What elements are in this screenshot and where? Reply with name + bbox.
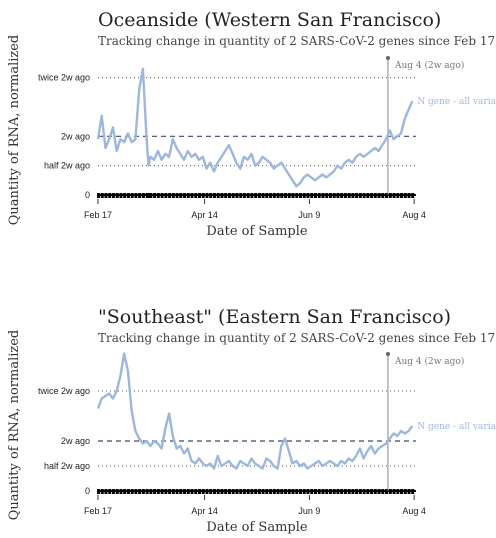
x-tick-label: Aug 4: [402, 210, 426, 220]
y-tick-label: half 2w ago: [44, 161, 90, 171]
x-axis-label: Date of Sample: [206, 520, 307, 535]
y-tick-label: twice 2w ago: [38, 73, 90, 83]
y-tick-label: twice 2w ago: [38, 386, 90, 396]
series-label: N gene - all variants: [417, 422, 496, 432]
x-axis-label: Date of Sample: [206, 224, 307, 239]
plot-area: 0 half 2w ago 2w ago twice 2w ago Feb 17 Apr …: [38, 56, 496, 220]
y-tick-label: half 2w ago: [44, 461, 90, 471]
series-line: [96, 352, 414, 470]
series-line: [96, 67, 414, 188]
chart-subtitle: Tracking change in quantity of 2 SARS-Co…: [98, 34, 495, 48]
chart-title: "Southeast" (Eastern San Francisco): [98, 306, 451, 328]
plot-area: 0 half 2w ago 2w ago twice 2w ago Feb 17 Apr …: [38, 352, 496, 516]
y-axis-label: Quantity of RNA, normalized: [7, 35, 22, 226]
x-tick-label: Feb 17: [84, 210, 112, 220]
reference-date-annotation: Aug 4 (2w ago): [394, 356, 464, 367]
reference-date-marker: [385, 56, 390, 60]
reference-date-annotation: Aug 4 (2w ago): [394, 60, 464, 71]
y-axis-label: Quantity of RNA, normalized: [7, 330, 22, 521]
y-tick-label: 2w ago: [61, 436, 90, 446]
x-tick-label: Jun 9: [298, 506, 320, 516]
x-tick-label: Apr 14: [191, 210, 218, 220]
x-tick-label: Apr 14: [191, 506, 218, 516]
chart-title: Oceanside (Western San Francisco): [98, 9, 441, 31]
x-tick-label: Jun 9: [298, 210, 320, 220]
y-tick-label: 0: [85, 486, 90, 496]
y-tick-label: 2w ago: [61, 131, 90, 141]
chart-subtitle: Tracking change in quantity of 2 SARS-Co…: [98, 331, 495, 345]
x-tick-label: Feb 17: [84, 506, 112, 516]
reference-date-marker: [385, 352, 390, 356]
x-tick-label: Aug 4: [402, 506, 426, 516]
y-tick-label: 0: [85, 190, 90, 200]
series-label: N gene - all variants: [417, 97, 496, 107]
